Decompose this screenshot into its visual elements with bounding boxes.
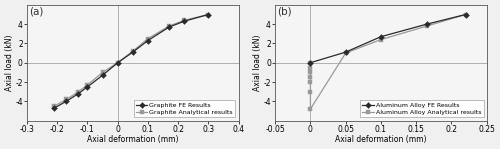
Aluminum Alloy Analytical results xyxy=(342,52,348,54)
Graphite Analytical results xyxy=(114,62,120,64)
Graphite FE Results xyxy=(76,93,82,94)
Line: Graphite Analytical results: Graphite Analytical results xyxy=(52,12,211,109)
Graphite Analytical results xyxy=(206,14,212,15)
Aluminum Alloy FE Results xyxy=(462,14,468,15)
Graphite FE Results xyxy=(84,86,90,88)
Graphite Analytical results xyxy=(51,105,57,107)
Aluminum Alloy Analytical results xyxy=(462,14,468,15)
Graphite Analytical results xyxy=(64,98,70,100)
Graphite Analytical results xyxy=(130,50,136,52)
Graphite FE Results xyxy=(100,74,105,76)
Line: Aluminum Alloy Analytical results: Aluminum Alloy Analytical results xyxy=(308,12,468,111)
Legend: Graphite FE Results, Graphite Analytical results: Graphite FE Results, Graphite Analytical… xyxy=(134,100,236,117)
Graphite FE Results xyxy=(64,100,70,102)
Graphite Analytical results xyxy=(145,38,151,39)
Graphite FE Results xyxy=(145,40,151,41)
Legend: Aluminum Alloy FE Results, Aluminum Alloy Analytical results: Aluminum Alloy FE Results, Aluminum Allo… xyxy=(360,100,484,117)
Graphite FE Results xyxy=(181,20,187,22)
X-axis label: Axial deformation (mm): Axial deformation (mm) xyxy=(87,135,178,144)
Aluminum Alloy Analytical results xyxy=(308,62,314,64)
Graphite Analytical results xyxy=(76,91,82,93)
Aluminum Alloy Analytical results xyxy=(308,67,314,68)
Graphite FE Results xyxy=(130,51,136,53)
Graphite FE Results xyxy=(114,62,120,64)
Aluminum Alloy Analytical results xyxy=(424,25,430,27)
Aluminum Alloy Analytical results xyxy=(308,108,314,110)
Text: (b): (b) xyxy=(278,6,292,16)
Aluminum Alloy Analytical results xyxy=(378,39,384,41)
X-axis label: Axial deformation (mm): Axial deformation (mm) xyxy=(335,135,426,144)
Graphite FE Results xyxy=(166,26,172,28)
Graphite Analytical results xyxy=(84,84,90,86)
Line: Graphite FE Results: Graphite FE Results xyxy=(52,12,210,110)
Graphite Analytical results xyxy=(100,72,105,73)
Aluminum Alloy FE Results xyxy=(342,51,348,53)
Aluminum Alloy Analytical results xyxy=(308,91,314,93)
Aluminum Alloy Analytical results xyxy=(308,76,314,78)
Graphite Analytical results xyxy=(166,25,172,27)
Text: (a): (a) xyxy=(29,6,43,16)
Aluminum Alloy FE Results xyxy=(424,23,430,25)
Aluminum Alloy FE Results xyxy=(308,62,314,64)
Aluminum Alloy Analytical results xyxy=(308,72,314,73)
Graphite Analytical results xyxy=(181,19,187,21)
Line: Aluminum Alloy FE Results: Aluminum Alloy FE Results xyxy=(308,12,468,65)
Y-axis label: Axial load (kN): Axial load (kN) xyxy=(253,34,262,91)
Y-axis label: Axial load (kN): Axial load (kN) xyxy=(5,34,14,91)
Aluminum Alloy FE Results xyxy=(378,36,384,38)
Graphite FE Results xyxy=(51,107,57,109)
Aluminum Alloy Analytical results xyxy=(308,81,314,83)
Graphite FE Results xyxy=(206,14,212,15)
